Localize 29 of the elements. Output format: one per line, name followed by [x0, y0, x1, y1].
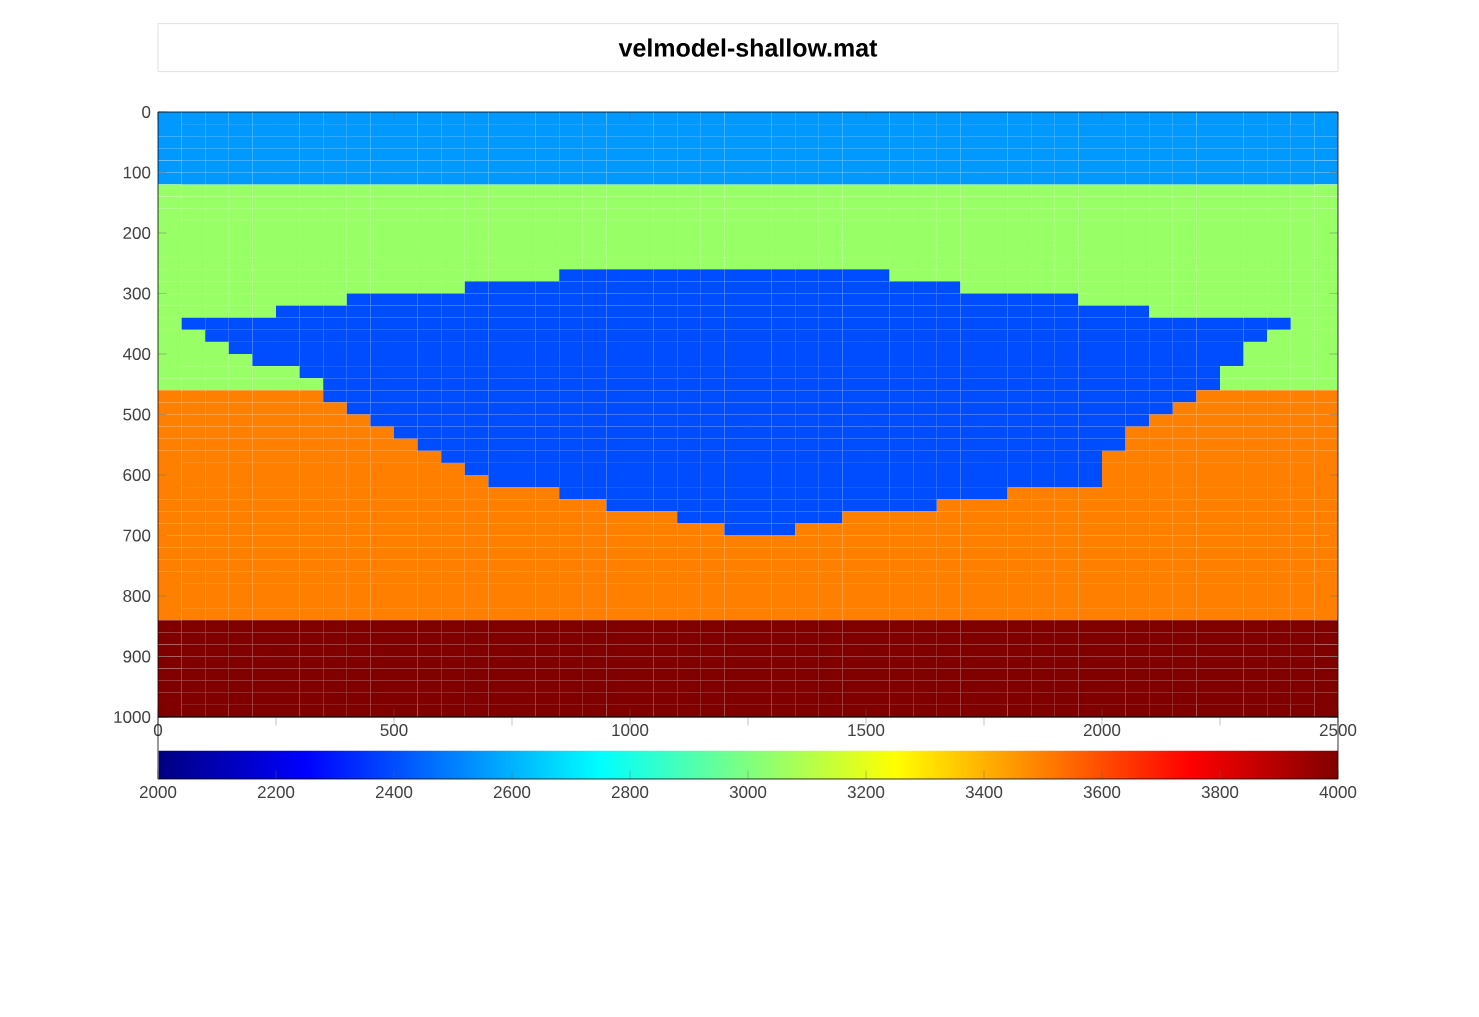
x-tick-label: 2000 — [1083, 724, 1121, 737]
y-tick-label: 800 — [123, 589, 151, 602]
x-tick-label: 1500 — [848, 724, 885, 737]
y-tick-label: 900 — [123, 650, 151, 663]
x-tick-label: 0 — [153, 724, 163, 737]
color-bar-label: 3800 — [1201, 786, 1239, 799]
y-tick-label: 200 — [123, 226, 151, 239]
color-bar-label: 2200 — [257, 786, 295, 799]
y-tick-label: 400 — [122, 347, 151, 360]
chart-title: velmodel-shallow.mat — [618, 38, 878, 57]
color-bar-label: 3200 — [847, 786, 885, 799]
y-tick-label: 700 — [123, 529, 151, 542]
color-bar-label: 2400 — [375, 786, 413, 799]
color-bar-label: 3400 — [965, 786, 1003, 799]
y-tick-label: 300 — [123, 287, 151, 300]
color-bar-label: 4000 — [1319, 786, 1357, 799]
y-tick-label: 1000 — [114, 710, 151, 723]
y-tick-label: 500 — [123, 408, 151, 421]
y-tick-label: 0 — [142, 105, 151, 118]
color-bar-label: 2800 — [611, 786, 649, 799]
color-bar-label: 3000 — [729, 786, 767, 799]
x-tick-label: 2500 — [1319, 724, 1357, 737]
y-tick-label: 600 — [123, 468, 151, 481]
color-bar-label: 3600 — [1083, 786, 1121, 799]
color-bar-label: 2600 — [493, 786, 531, 799]
x-tick-label: 1000 — [612, 724, 649, 737]
color-bar-label: 2000 — [139, 786, 177, 799]
y-tick-label: 100 — [123, 166, 151, 179]
x-tick-label: 500 — [380, 724, 408, 737]
